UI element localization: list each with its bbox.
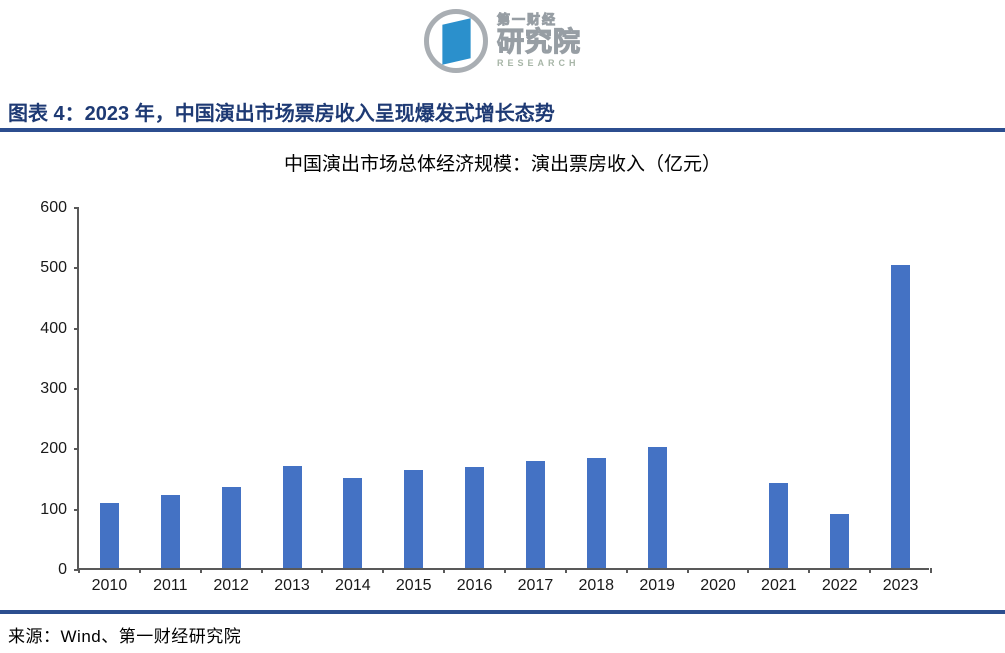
x-axis-tick: [869, 568, 872, 573]
y-axis-tick: [74, 207, 79, 209]
bar-2013: [282, 466, 302, 568]
bar-2022: [830, 513, 850, 568]
y-axis-tick: [74, 448, 79, 451]
plot-area: 0 100 200 300 400 500 600 2010 2011 2012 2013 2014 2…: [40, 199, 932, 594]
x-axis-label: 2018: [578, 577, 615, 594]
x-axis-tick: [504, 568, 506, 573]
bar-2018: [586, 458, 606, 568]
x-axis-label: 2019: [639, 577, 675, 594]
x-axis-label: 2016: [456, 577, 493, 594]
x-axis-label: 2017: [517, 577, 554, 594]
bar-2011: [160, 495, 180, 568]
y-axis-label: 200: [40, 440, 67, 458]
x-axis-label: 2015: [395, 577, 432, 594]
x-axis-tick: [625, 568, 628, 573]
x-axis-label: 2012: [213, 577, 249, 594]
y-axis-tick: [74, 267, 79, 270]
x-axis-tick: [260, 568, 263, 573]
yicai-research-logo: 第一财经 研究院 RESEARCH: [0, 5, 1005, 77]
y-axis-label: 0: [58, 561, 67, 578]
y-axis-label: 100: [40, 500, 67, 518]
logo-brand-main: 研究院: [496, 26, 581, 57]
logo-circle-icon: [424, 9, 488, 73]
bar-2023: [891, 265, 911, 568]
x-axis-tick: [808, 568, 811, 573]
x-axis-tick: [930, 568, 932, 573]
y-axis-tick: [74, 569, 79, 571]
bar-2017: [525, 461, 545, 568]
x-axis-tick: [686, 568, 689, 573]
y-axis-tick: [74, 327, 79, 330]
bar-2012: [221, 486, 241, 568]
x-axis-label: 2020: [700, 577, 736, 594]
x-axis-tick: [138, 568, 141, 573]
x-axis-tick: [321, 568, 324, 573]
y-axis-label: 600: [40, 199, 67, 216]
x-axis-label: 2021: [761, 577, 797, 594]
logo-brand-sub: RESEARCH: [497, 58, 580, 69]
x-axis-tick: [747, 568, 750, 573]
x-axis-label: 2011: [153, 577, 188, 594]
logo-brand-top: 第一财经: [497, 12, 558, 28]
bar-2021: [769, 482, 789, 568]
y-axis-label: 300: [40, 380, 67, 397]
bar-2010: [99, 502, 119, 568]
y-axis-tick: [74, 388, 79, 390]
y-axis-label: 500: [40, 259, 67, 277]
bar-2014: [343, 478, 363, 568]
x-axis-label: 2010: [91, 577, 128, 594]
source-divider-rule: [0, 610, 1005, 614]
caption-divider-rule: [0, 128, 1005, 132]
x-axis-label: 2013: [274, 577, 310, 594]
bar-2015: [404, 470, 424, 568]
x-axis-tick: [564, 568, 567, 573]
figure-caption: 图表 4：2023 年，中国演出市场票房收入呈现爆发式增长态势: [8, 103, 555, 125]
logo-text-block: 第一财经 研究院 RESEARCH: [496, 12, 581, 69]
x-axis-label: 2023: [882, 577, 919, 594]
x-axis-tick: [443, 568, 446, 573]
x-axis-label: 2014: [335, 577, 371, 594]
logo-parallelogram-icon: [442, 18, 471, 65]
chart-title: 中国演出市场总体经济规模：演出票房收入（亿元）: [283, 154, 721, 175]
x-axis-tick: [382, 568, 385, 573]
source-note: 来源：Wind、第一财经研究院: [8, 627, 242, 646]
x-axis-tick: [199, 568, 202, 573]
x-axis-label: 2022: [821, 577, 858, 594]
y-axis-tick: [74, 508, 79, 511]
y-axis-label: 400: [40, 319, 67, 337]
bar-2016: [465, 467, 485, 568]
x-axis-tick: [78, 568, 80, 573]
bar-2019: [647, 447, 667, 568]
